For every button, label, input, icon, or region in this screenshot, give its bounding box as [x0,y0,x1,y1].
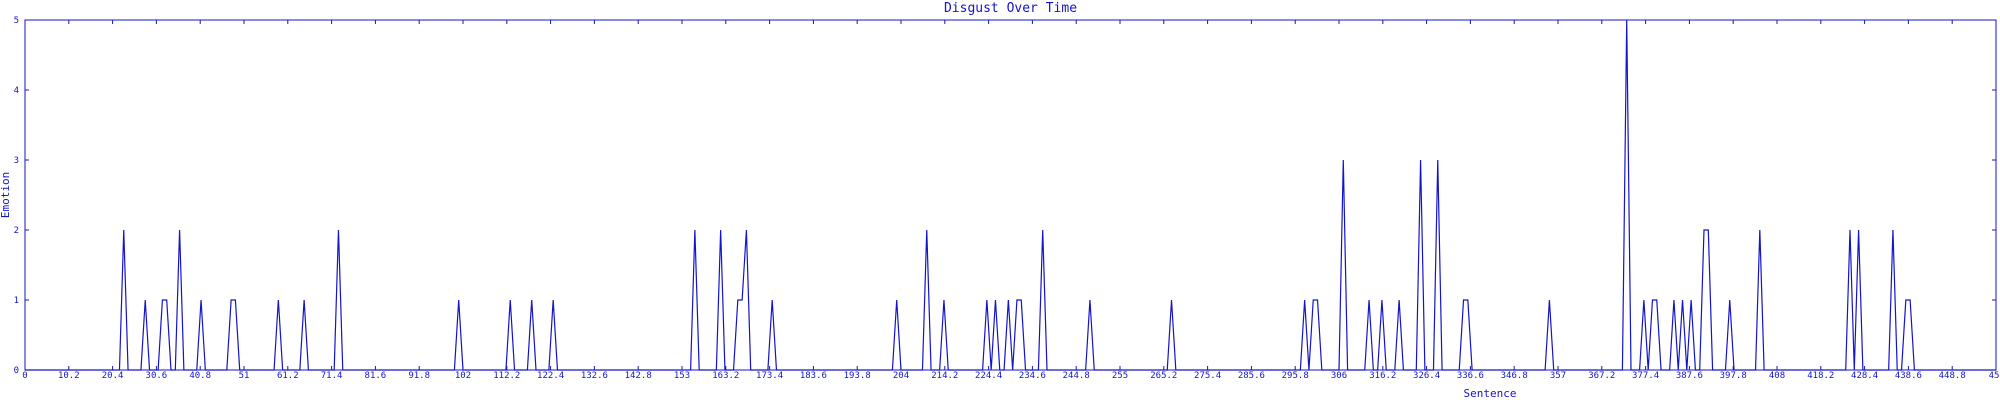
x-tick-label: 448.8 [1939,371,1966,381]
x-tick-label: 173.4 [756,371,783,381]
x-tick-label: 183.6 [800,371,827,381]
x-tick-label: 142.8 [625,371,652,381]
x-tick-label: 316.2 [1369,371,1396,381]
x-tick-label: 40.8 [189,371,211,381]
y-axis-ticks: 0 1 2 3 4 5 [14,16,1996,376]
plot-frame [24,19,1997,371]
x-axis-ticks: 0 10.2 20.4 30.6 40.8 51 61.2 71.4 81.6 91.8 102 11… [22,20,1999,381]
x-tick-label: 45 [1989,371,2000,381]
x-tick-label: 61.2 [277,371,299,381]
x-tick-label: 234.6 [1019,371,1046,381]
x-tick-label: 122.4 [537,371,564,381]
x-tick-label: 397.8 [1720,371,1747,381]
x-tick-label: 163.2 [712,371,739,381]
x-tick-label: 265.2 [1150,371,1177,381]
x-tick-label: 204 [893,371,909,381]
x-tick-label: 112.2 [493,371,520,381]
x-tick-label: 30.6 [146,371,168,381]
x-tick-label: 438.6 [1895,371,1922,381]
x-tick-label: 306 [1331,371,1347,381]
x-tick-label: 91.8 [408,371,430,381]
x-tick-label: 193.8 [844,371,871,381]
y-tick-label: 3 [14,156,19,166]
x-tick-label: 275.4 [1194,371,1221,381]
x-tick-label: 224.4 [975,371,1002,381]
x-tick-label: 10.2 [58,371,80,381]
y-tick-label: 1 [14,296,19,306]
x-tick-label: 408 [1769,371,1785,381]
series-line-disgust [25,19,1996,371]
y-tick-label: 4 [14,86,19,96]
x-tick-label: 377.4 [1632,371,1659,381]
x-tick-label: 71.4 [321,371,343,381]
x-tick-label: 20.4 [102,371,124,381]
x-tick-label: 346.8 [1501,371,1528,381]
y-axis-label: Emotion [0,172,12,218]
x-tick-label: 214.2 [931,371,958,381]
x-tick-label: 285.6 [1238,371,1265,381]
x-tick-label: 428.4 [1851,371,1878,381]
x-axis-label: Sentence [1464,387,1517,400]
y-tick-label: 2 [14,226,19,236]
y-tick-label: 0 [14,366,19,376]
x-tick-label: 387.6 [1676,371,1703,381]
chart-title: Disgust Over Time [944,1,1077,16]
x-tick-label: 367.2 [1588,371,1615,381]
x-tick-label: 0 [22,371,27,381]
x-tick-label: 102 [455,371,471,381]
x-tick-label: 51 [239,371,250,381]
x-tick-label: 295.8 [1282,371,1309,381]
x-tick-label: 357 [1550,371,1566,381]
x-tick-label: 81.6 [365,371,387,381]
x-tick-label: 418.2 [1807,371,1834,381]
x-tick-label: 244.8 [1063,371,1090,381]
x-tick-label: 132.6 [581,371,608,381]
x-tick-label: 153 [674,371,690,381]
x-tick-label: 255 [1112,371,1128,381]
x-tick-label: 326.4 [1413,371,1440,381]
y-tick-label: 5 [14,16,19,26]
x-tick-label: 336.6 [1457,371,1484,381]
